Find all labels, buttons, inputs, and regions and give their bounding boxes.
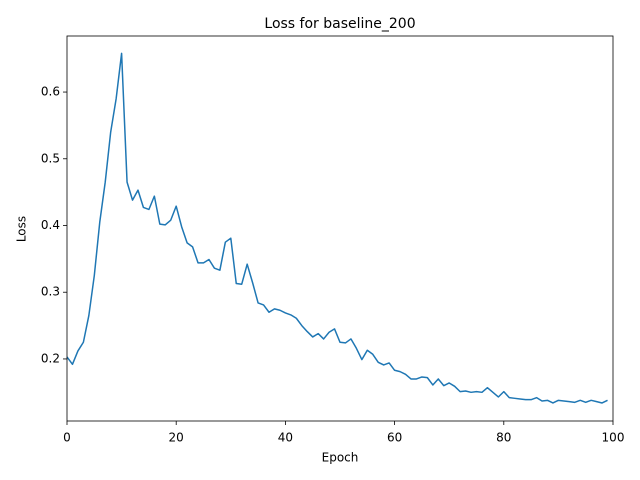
- axes-frame: [66, 35, 614, 422]
- y-tick-label: 0.4: [41, 218, 60, 232]
- y-axis-label: Loss: [15, 216, 29, 242]
- y-tick-label: 0.2: [41, 351, 60, 365]
- x-tick-label: 20: [169, 431, 184, 445]
- line-series: [66, 52, 608, 404]
- x-tick-label: 60: [387, 431, 402, 445]
- x-tick-label: 80: [496, 431, 511, 445]
- x-tick-label: 40: [278, 431, 293, 445]
- y-tick-label: 0.3: [41, 285, 60, 299]
- x-tick-label: 100: [602, 431, 625, 445]
- y-tick-label: 0.5: [41, 151, 60, 165]
- y-tick-label: 0.6: [41, 85, 60, 99]
- x-axis-label: Epoch: [322, 451, 359, 465]
- chart-title: Loss for baseline_200: [264, 16, 415, 32]
- x-tick-label: 0: [63, 431, 71, 445]
